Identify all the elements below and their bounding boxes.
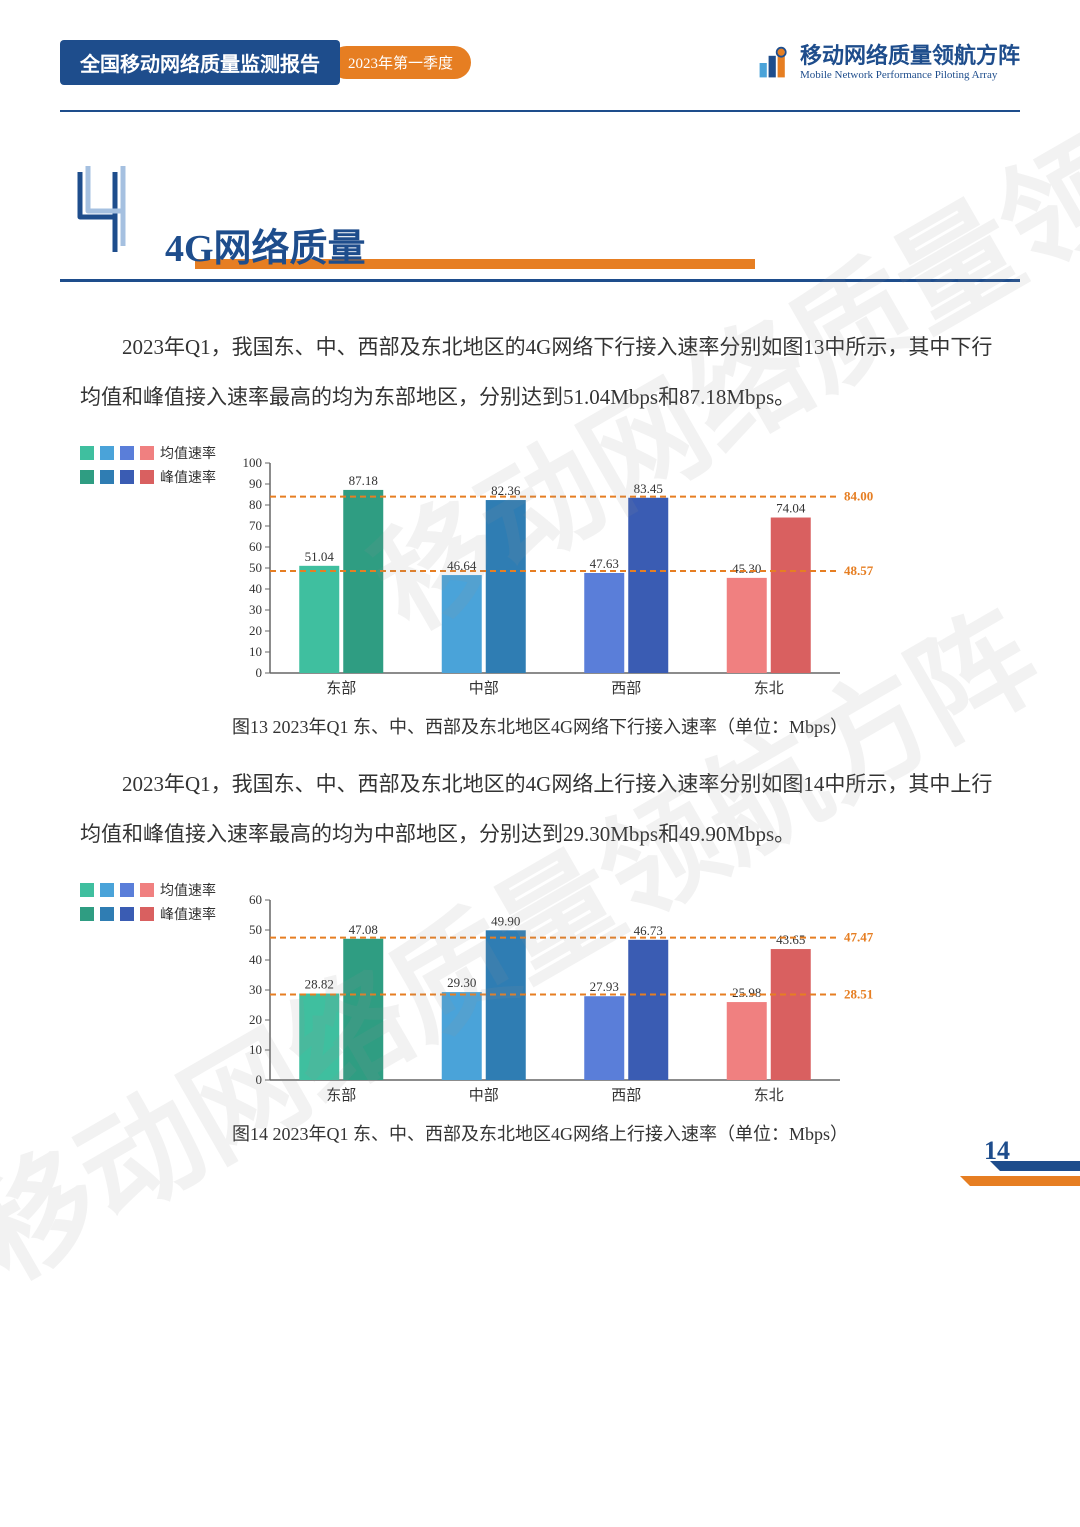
svg-text:0: 0: [256, 1072, 263, 1087]
svg-text:49.90: 49.90: [491, 913, 520, 928]
svg-text:20: 20: [249, 623, 262, 638]
svg-text:中部: 中部: [469, 1087, 499, 1104]
chart-13-legend: 均值速率峰值速率: [80, 443, 216, 487]
chart-14-legend: 均值速率峰值速率: [80, 880, 216, 924]
svg-text:东北: 东北: [754, 1087, 784, 1104]
svg-text:100: 100: [243, 455, 263, 470]
org-logo-icon: [756, 45, 792, 81]
svg-text:80: 80: [249, 497, 262, 512]
svg-text:60: 60: [249, 539, 262, 554]
svg-text:40: 40: [249, 952, 262, 967]
svg-text:87.18: 87.18: [349, 473, 378, 488]
svg-text:东部: 东部: [326, 680, 356, 697]
svg-text:47.63: 47.63: [590, 556, 619, 571]
chart-13: 010203040506070809010051.0487.18东部46.648…: [220, 443, 900, 703]
org-name-cn: 移动网络质量领航方阵: [800, 44, 1020, 68]
svg-text:40: 40: [249, 581, 262, 596]
svg-text:20: 20: [249, 1012, 262, 1027]
svg-text:43.65: 43.65: [776, 932, 805, 947]
svg-text:西部: 西部: [611, 680, 641, 697]
chart-14-caption: 图14 2023年Q1 东、中、西部及东北地区4G网络上行接入速率（单位：Mbp…: [80, 1120, 1000, 1146]
quarter-badge: 2023年第一季度: [330, 46, 471, 79]
chart-14: 0 10 20 30 40 50 60 28.82 47.08 东部 29.30 49.90 中部 27.…: [220, 880, 900, 1110]
svg-text:84.00: 84.00: [844, 488, 873, 503]
svg-text:90: 90: [249, 476, 262, 491]
svg-text:50: 50: [249, 922, 262, 937]
svg-text:10: 10: [249, 644, 262, 659]
svg-text:47.47: 47.47: [844, 929, 874, 944]
svg-text:70: 70: [249, 518, 262, 533]
report-title: 全国移动网络质量监测报告: [60, 40, 340, 85]
svg-text:30: 30: [249, 602, 262, 617]
svg-text:46.73: 46.73: [634, 922, 663, 937]
svg-text:83.45: 83.45: [634, 481, 663, 496]
svg-text:74.04: 74.04: [776, 500, 806, 515]
chart-13-area: 均值速率峰值速率 0 10 20 30 40 50 60 70 80 90 100 51.04 87.1…: [80, 443, 1000, 739]
paragraph-2: 2023年Q1，我国东、中、西部及东北地区的4G网络上行接入速率分别如图14中所…: [80, 759, 1000, 860]
svg-text:29.30: 29.30: [447, 975, 476, 990]
section-title: 4G网络质量: [165, 217, 366, 272]
svg-text:西部: 西部: [611, 1087, 641, 1104]
svg-text:中部: 中部: [469, 680, 499, 697]
svg-text:30: 30: [249, 982, 262, 997]
org-name-en: Mobile Network Performance Piloting Arra…: [800, 69, 1020, 81]
svg-text:0: 0: [256, 665, 263, 680]
page-header: 全国移动网络质量监测报告 2023年第一季度 移动网络质量领航方阵 Mobile…: [60, 40, 1020, 85]
svg-text:28.51: 28.51: [844, 986, 873, 1001]
chart-13-caption: 图13 2023年Q1 东、中、西部及东北地区4G网络下行接入速率（单位：Mbp…: [80, 713, 1000, 739]
svg-text:东北: 东北: [754, 680, 784, 697]
svg-text:东部: 东部: [326, 1087, 356, 1104]
svg-text:45.30: 45.30: [732, 561, 761, 576]
section-header: 4G网络质量: [60, 162, 1020, 272]
section-number-icon: [60, 162, 150, 272]
header-divider: [60, 110, 1020, 112]
svg-text:48.57: 48.57: [844, 563, 874, 578]
paragraph-1: 2023年Q1，我国东、中、西部及东北地区的4G网络下行接入速率分别如图13中所…: [80, 322, 1000, 423]
svg-text:50: 50: [249, 560, 262, 575]
svg-text:51.04: 51.04: [305, 549, 335, 564]
svg-text:60: 60: [249, 892, 262, 907]
corner-decoration: [960, 1146, 1080, 1186]
svg-text:47.08: 47.08: [349, 921, 378, 936]
chart-14-area: 均值速率峰值速率 0 10 20 30 40 50 60 28.82 47.08 东部 29.30 4…: [80, 880, 1000, 1146]
svg-text:28.82: 28.82: [305, 976, 334, 991]
svg-text:27.93: 27.93: [590, 979, 619, 994]
svg-text:10: 10: [249, 1042, 262, 1057]
section-underline-blue: [60, 279, 1020, 282]
svg-text:25.98: 25.98: [732, 985, 761, 1000]
